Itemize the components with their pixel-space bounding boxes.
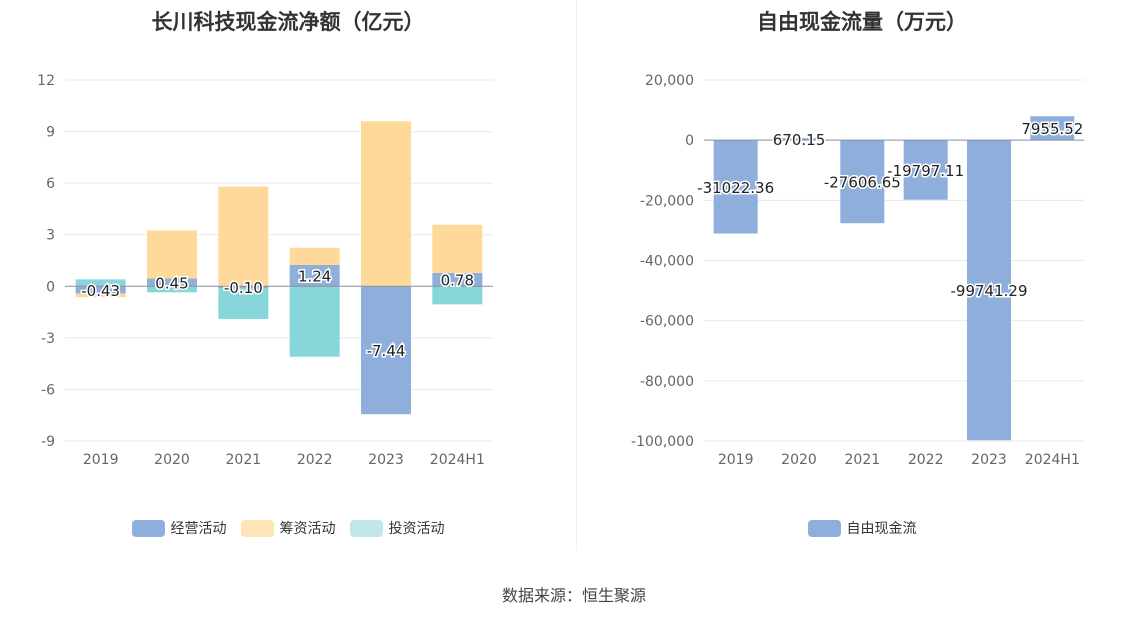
- data-label: 1.24: [298, 268, 331, 286]
- legend-item[interactable]: 筹资活动: [240, 518, 336, 538]
- y-tick-label: -80,000: [640, 374, 694, 390]
- y-tick-label: 9: [46, 125, 55, 141]
- data-label: 0.45: [155, 274, 188, 292]
- y-tick-label: -40,000: [640, 254, 694, 270]
- bar-筹资活动-2021: [218, 186, 269, 287]
- legend-label: 筹资活动: [279, 521, 336, 537]
- y-tick-label: -9: [41, 434, 55, 450]
- bar-经营活动-2019: [75, 286, 126, 294]
- y-tick-label: -20,000: [640, 193, 694, 209]
- data-label: -0.10: [224, 279, 263, 297]
- bar-投资活动-2024H1: [432, 286, 483, 305]
- x-tick-label: 2024H1: [1025, 452, 1080, 468]
- cash-flow-chart: 12 9 6 3 0 -3 -6 -9 2019 2020 2021 2022 2023 2024H1 -0…: [37, 73, 493, 468]
- x-tick-label: 2023: [971, 452, 1007, 468]
- left-chart-panel: 长川科技现金流净额（亿元） 12 9 6 3 0 -3 -6 -9 2019 2020 2021 20…: [0, 0, 576, 560]
- y-tick-label: 0: [46, 279, 55, 295]
- bar-筹资活动-2024H1: [432, 224, 483, 273]
- x-tick-label: 2020: [781, 452, 817, 468]
- bar-自由现金流-2019: [713, 140, 758, 234]
- legend-label: 投资活动: [388, 521, 445, 537]
- y-tick-label: -100,000: [631, 434, 694, 450]
- x-tick-label: 2020: [154, 452, 190, 468]
- y-tick-label: 12: [37, 73, 55, 89]
- x-tick-label: 2019: [83, 452, 119, 468]
- data-label: 670.15: [773, 131, 826, 149]
- data-label: 7955.52: [1021, 120, 1083, 138]
- x-tick-label: 2022: [908, 452, 944, 468]
- bar-筹资活动-2019: [75, 293, 126, 298]
- free-cash-flow-chart: 20,000 0 -20,000 -40,000 -60,000 -80,000 -100,…: [631, 73, 1085, 468]
- x-tick-label: 2024H1: [430, 452, 485, 468]
- x-tick-label: 2023: [368, 452, 404, 468]
- data-label: -27606.65: [824, 174, 901, 192]
- data-label: -31022.36: [697, 179, 774, 197]
- bar-投资活动-2019: [75, 279, 126, 287]
- bar-经营活动-2021: [218, 286, 269, 289]
- data-label: -19797.11: [887, 162, 964, 180]
- legend-item[interactable]: 投资活动: [349, 518, 445, 538]
- bar-投资活动-2022: [289, 286, 340, 357]
- bar-自由现金流-2021: [840, 140, 885, 224]
- bar-自由现金流-2020: [777, 138, 821, 141]
- bar-自由现金流-2024H1: [1030, 116, 1075, 141]
- bar-自由现金流-2022: [903, 140, 948, 200]
- panel-divider: [576, 0, 577, 550]
- data-label: 0.78: [441, 272, 474, 290]
- data-label: -0.43: [81, 282, 120, 300]
- legend-swatch: [807, 519, 841, 537]
- legend-swatch: [131, 519, 165, 537]
- legend-item[interactable]: 自由现金流: [807, 518, 917, 538]
- y-tick-label: -6: [41, 382, 55, 398]
- data-label: -7.44: [367, 342, 406, 360]
- x-tick-label: 2021: [226, 452, 262, 468]
- bar-经营活动-2024H1: [432, 272, 483, 287]
- y-tick-label: 20,000: [645, 73, 694, 89]
- data-source-note: 数据来源：恒生聚源: [501, 586, 646, 605]
- y-tick-label: 0: [685, 133, 694, 149]
- bar-自由现金流-2023: [967, 140, 1011, 441]
- right-legend: 自由现金流: [576, 518, 1148, 538]
- legend-swatch: [349, 519, 383, 537]
- x-tick-label: 2019: [718, 452, 754, 468]
- left-chart-title: 长川科技现金流净额（亿元）: [151, 10, 425, 34]
- bar-经营活动-2020: [147, 278, 197, 287]
- bar-筹资活动-2020: [147, 230, 197, 279]
- y-tick-label: 3: [46, 228, 55, 244]
- x-tick-label: 2021: [845, 452, 881, 468]
- bar-投资活动-2021: [218, 288, 269, 319]
- legend-item[interactable]: 经营活动: [131, 518, 227, 538]
- legend-swatch: [240, 519, 274, 537]
- left-legend: 经营活动 筹资活动 投资活动: [0, 518, 576, 538]
- data-label: -99741.29: [951, 282, 1028, 300]
- bar-筹资活动-2023: [361, 121, 411, 287]
- bar-投资活动-2020: [147, 286, 197, 293]
- right-chart-title: 自由现金流量（万元）: [757, 10, 967, 34]
- y-tick-label: 6: [46, 176, 55, 192]
- legend-label: 自由现金流: [846, 521, 917, 537]
- bar-经营活动-2022: [289, 264, 340, 287]
- x-tick-label: 2022: [297, 452, 333, 468]
- bar-经营活动-2023: [361, 286, 411, 415]
- legend-label: 经营活动: [170, 521, 227, 537]
- y-tick-label: -3: [41, 331, 55, 347]
- bar-筹资活动-2022: [289, 247, 340, 265]
- y-tick-label: -60,000: [640, 314, 694, 330]
- right-chart-panel: 自由现金流量（万元） 20,000 0 -20,000 -40,000 -60,000 -…: [576, 0, 1148, 560]
